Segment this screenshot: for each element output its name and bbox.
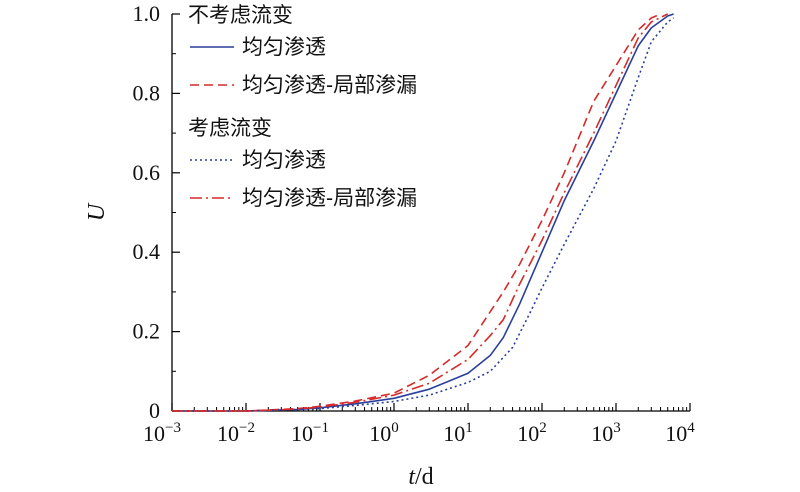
legend-entry-label: 均匀渗透-局部渗漏 xyxy=(242,73,417,97)
y-axis-title: U xyxy=(84,202,110,221)
y-tick-label: 0.4 xyxy=(133,239,161,264)
legend-group-title: 考虑流变 xyxy=(188,116,272,140)
y-tick-label: 0 xyxy=(149,398,160,423)
legend-group-title: 不考虑流变 xyxy=(188,3,293,27)
legend-entry-label: 均匀渗透 xyxy=(242,35,326,59)
x-tick-label: 10−3 xyxy=(143,420,181,446)
legend-entry-label: 均匀渗透-局部渗漏 xyxy=(242,186,417,210)
x-tick-label: 101 xyxy=(443,420,473,446)
x-tick-label: 100 xyxy=(369,420,399,446)
series-line-2 xyxy=(172,17,675,412)
legend-entry-label: 均匀渗透 xyxy=(242,148,326,172)
series-line-3 xyxy=(172,13,669,412)
x-tick-label: 102 xyxy=(517,420,547,446)
series-layer xyxy=(172,13,675,412)
x-tick-label: 10−1 xyxy=(291,420,329,446)
y-tick-label: 0.6 xyxy=(133,160,161,185)
y-tick-label: 0.8 xyxy=(133,80,161,105)
axis-labels: 0 0.2 0.4 0.6 0.8 1.0 10−3 10−2 10−1 100 101 102 103… xyxy=(84,1,695,490)
axes xyxy=(171,13,691,412)
x-axis-title: t/d xyxy=(408,464,433,490)
x-tick-label: 104 xyxy=(665,420,695,446)
x-tick-label: 103 xyxy=(591,420,621,446)
y-tick-label: 1.0 xyxy=(133,1,161,26)
y-tick-label: 0.2 xyxy=(133,319,161,344)
x-tick-label: 10−2 xyxy=(217,420,255,446)
